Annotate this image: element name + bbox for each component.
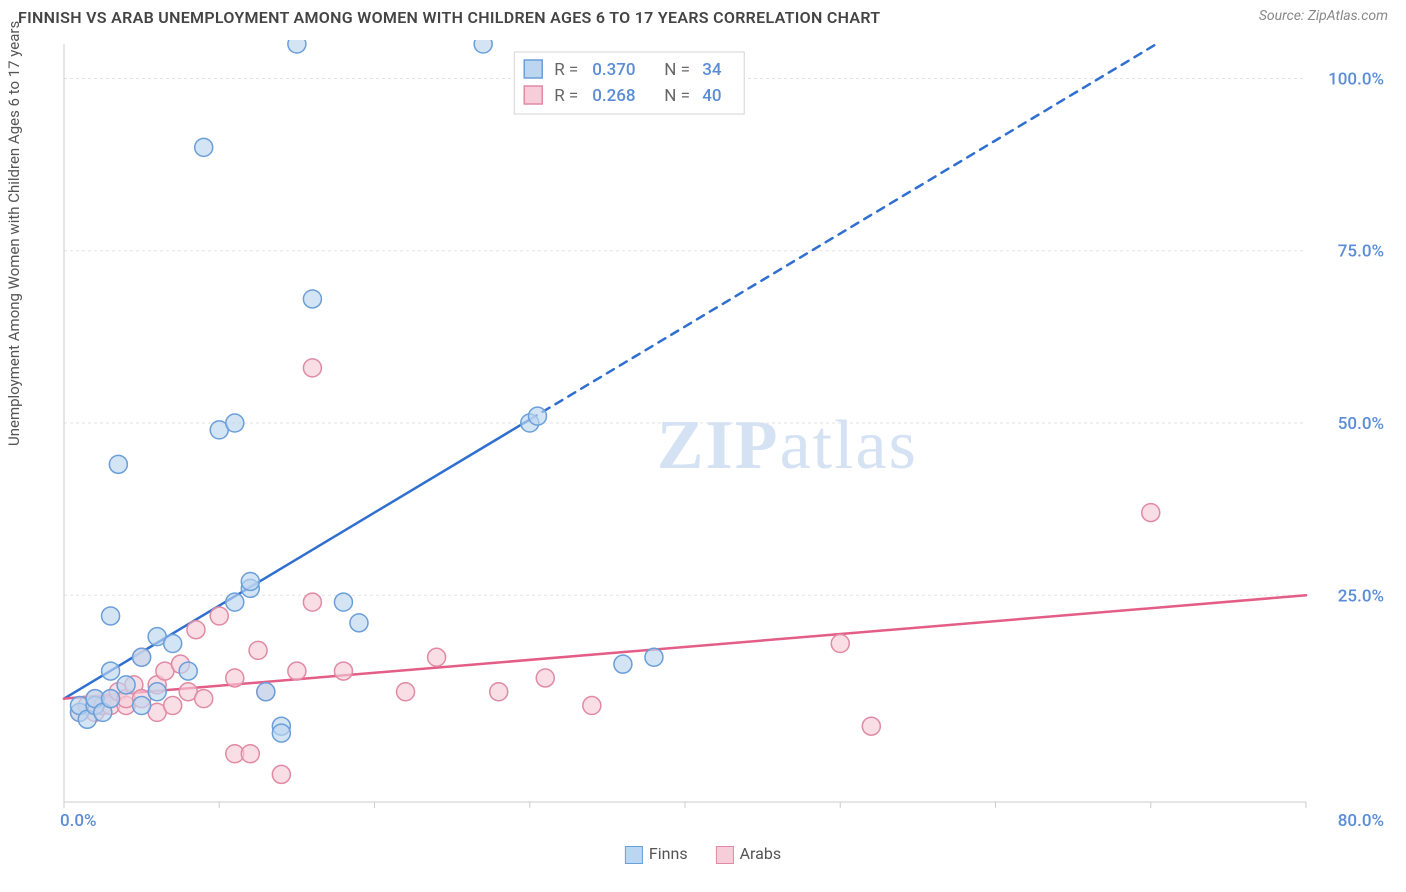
legend-item: Finns (625, 844, 688, 864)
y-axis-label: Unemployment Among Women with Children A… (5, 21, 23, 446)
source-attribution: Source: ZipAtlas.com (1259, 8, 1388, 24)
series-legend: Finns Arabs (625, 844, 781, 864)
scatter-plot-svg: 25.0% 50.0% 75.0% 100.0% 0.0% 80.0% R = 0.370 N … (46, 40, 1396, 832)
legend-swatch (716, 846, 734, 864)
svg-text:50.0%: 50.0% (1338, 414, 1384, 434)
svg-text:0.268: 0.268 (592, 86, 635, 106)
legend-swatch (625, 846, 643, 864)
svg-text:100.0%: 100.0% (1328, 69, 1384, 89)
plot-area: 25.0% 50.0% 75.0% 100.0% 0.0% 80.0% R = 0.370 N … (46, 40, 1396, 832)
chart-title: FINNISH VS ARAB UNEMPLOYMENT AMONG WOMEN… (18, 8, 880, 27)
svg-text:40: 40 (702, 86, 721, 106)
svg-text:25.0%: 25.0% (1338, 586, 1384, 606)
legend-label: Finns (649, 844, 688, 863)
svg-text:N =: N = (664, 60, 690, 80)
svg-text:0.0%: 0.0% (60, 811, 97, 831)
svg-text:R =: R = (554, 86, 578, 106)
svg-text:R =: R = (554, 60, 578, 80)
svg-text:75.0%: 75.0% (1338, 242, 1384, 262)
svg-text:0.370: 0.370 (592, 60, 635, 80)
svg-text:34: 34 (702, 60, 722, 80)
svg-text:N =: N = (664, 86, 690, 106)
svg-text:80.0%: 80.0% (1338, 811, 1384, 831)
legend-label: Arabs (740, 844, 782, 863)
legend-item: Arabs (716, 844, 782, 864)
